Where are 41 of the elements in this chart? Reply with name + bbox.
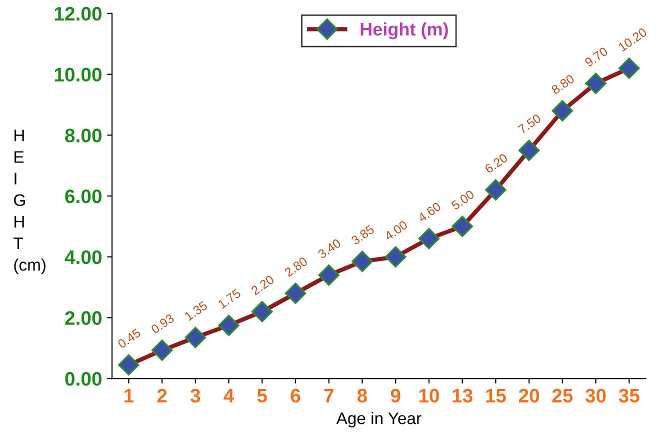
- x-tick-label: 15: [486, 388, 506, 403]
- x-tick-label: 1: [124, 388, 134, 402]
- data-label: 4.60: [417, 202, 442, 223]
- data-label: 4.00: [384, 220, 408, 241]
- y-tick-label: 8.00: [65, 128, 102, 142]
- data-label: 1.35: [184, 300, 208, 322]
- data-label: 6.20: [484, 153, 508, 174]
- x-tick-label: 10: [419, 388, 439, 403]
- legend-label: Height (m): [360, 22, 448, 40]
- y-tick-label: 2.00: [65, 311, 102, 325]
- data-label: 2.20: [250, 274, 275, 296]
- y-tick-label: 6.00: [65, 189, 102, 204]
- data-label: 9.70: [584, 46, 608, 68]
- y-tick-label: 0.00: [65, 372, 102, 386]
- y-tick-label: 4.00: [64, 250, 102, 264]
- data-label: 8.80: [550, 74, 575, 95]
- y-tick-label: 12.00: [54, 6, 102, 21]
- y-tick-label: 10.00: [54, 68, 102, 82]
- x-tick-label: 5: [257, 388, 268, 403]
- x-tick-label: 20: [518, 388, 540, 403]
- x-tick-label: 2: [157, 388, 167, 402]
- x-tick-label: 6: [290, 388, 300, 403]
- y-axis-title: H E I G H T (cm): [14, 130, 46, 274]
- x-tick-label: 3: [190, 388, 200, 403]
- x-tick-label: 9: [390, 388, 400, 403]
- x-tick-label: 8: [357, 388, 368, 403]
- x-tick-label: 30: [585, 388, 606, 403]
- data-label: 5.00: [450, 190, 475, 210]
- x-axis-title: Age in Year: [336, 412, 422, 428]
- x-tick-label: 13: [452, 388, 472, 403]
- data-label: 1.75: [218, 288, 242, 309]
- data-label: 3.40: [317, 238, 342, 259]
- x-tick-label: 25: [552, 388, 573, 403]
- data-label: 3.85: [350, 224, 375, 246]
- x-tick-label: 4: [224, 388, 234, 402]
- x-tick-label: 35: [618, 388, 640, 403]
- x-tick-label: 7: [324, 388, 334, 402]
- data-label: 0.45: [117, 328, 142, 349]
- data-label: 2.80: [284, 256, 308, 278]
- data-label: 7.50: [518, 114, 542, 134]
- data-label: 0.93: [150, 313, 175, 334]
